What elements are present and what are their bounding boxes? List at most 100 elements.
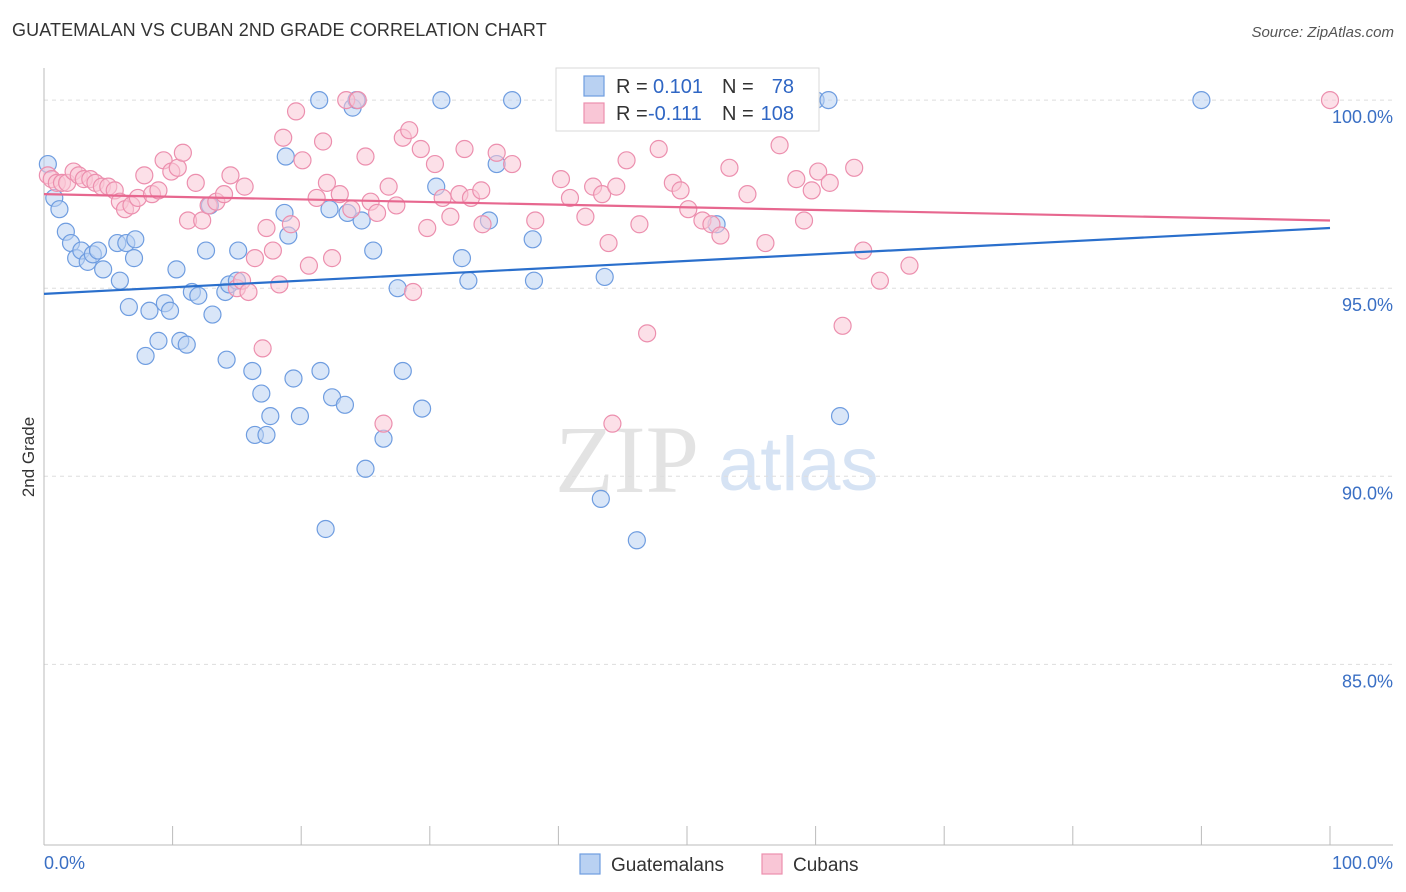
y-tick-label: 95.0% — [1342, 295, 1393, 315]
y-tick-label: 100.0% — [1332, 107, 1393, 127]
cubans-point — [770, 136, 789, 155]
legend-swatch-cubans — [583, 102, 605, 124]
guatemalans-point — [203, 305, 222, 324]
guatemalans-point — [257, 425, 276, 445]
cubans-point — [168, 158, 187, 177]
guatemalans-point — [160, 301, 180, 320]
source-label: Source: ZipAtlas.com — [1251, 24, 1394, 41]
cubans-point — [330, 185, 349, 204]
guatemalans-point — [503, 90, 522, 110]
cubans-point — [253, 339, 272, 358]
guatemalans-point — [627, 531, 646, 550]
guatemalans-point — [217, 350, 236, 369]
guatemalans-point — [591, 489, 610, 508]
guatemalans-point — [524, 271, 544, 290]
guatemalans-point — [94, 260, 113, 279]
cubans-point — [322, 249, 342, 268]
bottom-legend: Guatemalans Cubans — [579, 853, 859, 876]
cubans-point — [441, 207, 460, 226]
legend-n-value-cubans: 108 — [761, 103, 794, 125]
cubans-trend-line — [43, 193, 1331, 222]
cubans-point — [281, 215, 301, 234]
guatemalans-point — [88, 241, 108, 260]
legend-n-label-cubans: N = — [722, 103, 754, 125]
cubans-point — [367, 203, 387, 223]
cubans-point — [630, 215, 649, 234]
cubans-point — [738, 185, 757, 204]
cubans-point — [720, 158, 739, 177]
cubans-point — [374, 414, 393, 433]
guatemalans-point — [140, 301, 159, 320]
guatemalans-point — [352, 211, 371, 230]
cubans-point — [526, 211, 545, 230]
cubans-point — [845, 158, 864, 177]
guatemalans-point — [167, 260, 186, 279]
cubans-point — [173, 143, 192, 162]
cubans-point — [1320, 90, 1340, 110]
cubans-point — [679, 200, 698, 219]
guatemalans-point — [335, 395, 355, 414]
guatemalans-point — [284, 369, 303, 388]
cubans-point — [433, 188, 452, 208]
guatemalans-point — [364, 241, 383, 260]
y-tick-label: 90.0% — [1342, 483, 1393, 503]
guatemalans-point — [316, 519, 335, 539]
cubans-point — [802, 181, 821, 200]
cubans-point — [649, 139, 668, 159]
cubans-point — [487, 143, 506, 162]
cubans-point — [472, 181, 491, 200]
guatemalans-point — [124, 249, 144, 268]
legend-r-value-guatemalans: 0.101 — [653, 76, 703, 98]
guatemalans-point — [290, 407, 310, 426]
bottom-legend-label-guatemalans: Guatemalans — [611, 855, 724, 876]
cubans-point — [317, 173, 337, 192]
cubans-point — [186, 173, 205, 192]
bottom-legend-label-cubans: Cubans — [793, 855, 859, 876]
top-legend: R = 0.101 N = 78 R = -0.111 N = 108 — [555, 67, 820, 132]
cubans-point — [313, 132, 333, 151]
cubans-point — [900, 256, 919, 275]
cubans-point — [135, 166, 154, 185]
cubans-point — [607, 177, 626, 196]
cubans-point — [787, 170, 806, 189]
guatemalans-point — [523, 230, 542, 249]
cubans-point — [293, 151, 312, 170]
cubans-point — [387, 196, 406, 215]
y-tick-label: 85.0% — [1342, 671, 1393, 691]
guatemalans-point — [252, 384, 271, 403]
cubans-point — [833, 316, 852, 335]
cubans-point — [603, 414, 622, 433]
legend-swatch-guatemalans — [583, 75, 605, 97]
guatemalans-point — [388, 279, 407, 298]
cubans-point — [576, 207, 595, 226]
x-tick-label-max: 100.0% — [1332, 853, 1393, 873]
trend-lines — [43, 193, 1331, 295]
y-tick-labels: 100.0% 95.0% 90.0% 85.0% — [1332, 107, 1393, 691]
guatemalans-point — [149, 331, 168, 350]
y-axis-title: 2nd Grade — [19, 417, 38, 497]
watermark-zip: ZIP — [555, 406, 699, 513]
legend-n-label-guatemalans: N = — [722, 76, 754, 98]
legend-n-value-guatemalans: 78 — [772, 76, 794, 98]
cubans-point — [425, 154, 445, 174]
cubans-point — [820, 173, 839, 192]
cubans-point — [221, 166, 240, 185]
cubans-point — [593, 185, 612, 204]
guatemalans-point — [819, 90, 838, 110]
cubans-point — [418, 218, 437, 238]
guatemalans-point — [119, 297, 138, 317]
cubans-point — [403, 282, 423, 302]
cubans-point — [551, 170, 571, 189]
guatemalans-point — [126, 230, 145, 249]
guatemalans-point — [1192, 90, 1211, 110]
watermark-atlas: atlas — [718, 422, 879, 507]
guatemalans-point — [310, 90, 329, 110]
cubans-point — [270, 275, 289, 294]
cubans-point — [794, 211, 814, 230]
cubans-point — [214, 185, 234, 204]
cubans-point — [342, 200, 361, 219]
cubans-point — [356, 147, 375, 166]
guatemalans-point — [50, 200, 69, 219]
cubans-point — [245, 249, 265, 268]
